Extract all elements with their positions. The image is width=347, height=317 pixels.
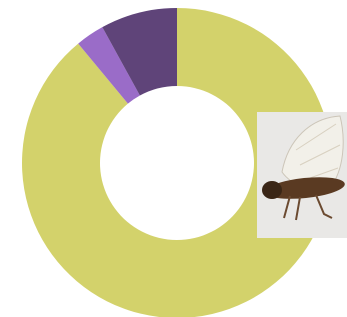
insect-head	[262, 181, 282, 199]
insect-image	[257, 112, 347, 238]
chart	[0, 0, 347, 317]
